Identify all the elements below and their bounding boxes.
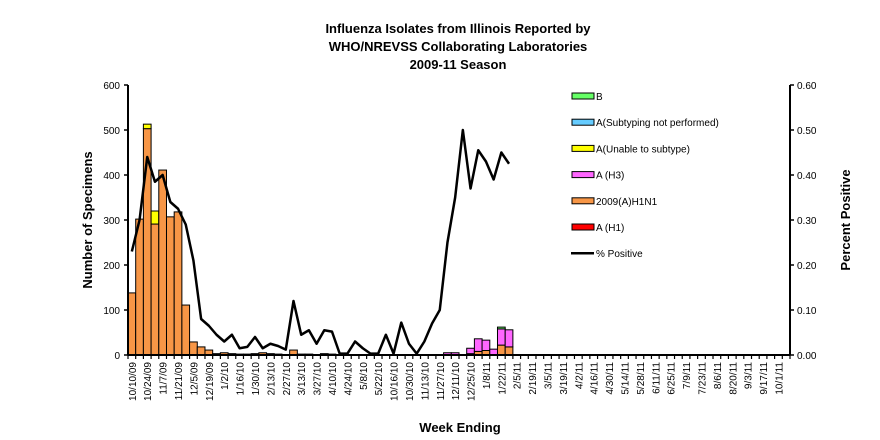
x-tick-label: 1/22/11	[497, 362, 508, 395]
x-tick-label: 2/13/10	[266, 362, 277, 396]
bar-segment	[165, 216, 175, 356]
x-tick-label: 7/9/11	[682, 362, 693, 389]
x-tick-label: 11/27/10	[436, 362, 447, 401]
bar-segment	[504, 329, 514, 348]
y2-tick-label: 0.20	[797, 261, 817, 272]
legend-swatch	[571, 171, 595, 179]
y-tick-label: 0	[114, 351, 120, 362]
x-tick-label: 3/13/10	[297, 362, 308, 396]
y2-tick-label: 0.50	[797, 126, 817, 137]
chart-title-line-3: 2009-11 Season	[410, 57, 507, 72]
x-tick-label: 5/14/11	[621, 362, 632, 395]
x-tick-label: 10/10/09	[128, 362, 139, 401]
x-tick-label: 6/11/11	[651, 362, 662, 394]
bar-segment	[189, 341, 198, 356]
y-tick-label: 300	[103, 216, 120, 227]
y2-tick-label: 0.30	[797, 216, 817, 227]
x-tick-label: 7/23/11	[697, 362, 708, 395]
y-tick-label: 500	[103, 126, 120, 137]
legend-label: A (H3)	[596, 171, 624, 182]
x-tick-label: 12/19/09	[205, 362, 216, 401]
x-tick-label: 10/30/10	[405, 362, 416, 401]
x-tick-label: 2/19/11	[528, 362, 539, 395]
bar-segment	[135, 218, 144, 356]
x-tick-label: 2/27/10	[282, 362, 293, 396]
legend-swatch	[571, 223, 595, 231]
y2-tick-label: 0.60	[797, 81, 817, 92]
y2-tick-label: 0.00	[797, 351, 817, 362]
x-axis-label: Week Ending	[419, 420, 500, 435]
bar-segment	[496, 344, 506, 356]
legend-swatch	[571, 92, 595, 100]
legend-label: 2009(A)H1N1	[596, 197, 658, 208]
x-tick-label: 10/16/10	[390, 362, 401, 401]
chart-title-line-2: WHO/NREVSS Collaborating Laboratories	[329, 39, 588, 54]
y2-axis-label: Percent Positive	[838, 169, 853, 270]
legend-label: A(Unable to subtype)	[596, 144, 690, 155]
x-tick-label: 8/6/11	[713, 362, 724, 389]
x-tick-label: 4/2/11	[574, 362, 585, 389]
legend-swatch	[571, 118, 595, 126]
bar-segment	[473, 338, 483, 352]
x-tick-label: 10/24/09	[143, 362, 154, 401]
x-tick-label: 8/20/11	[728, 362, 739, 395]
x-tick-label: 11/7/09	[159, 362, 170, 395]
bar-segment	[150, 210, 160, 225]
x-tick-label: 10/1/11	[774, 362, 785, 395]
x-tick-label: 5/22/10	[374, 362, 385, 396]
percent-positive-line	[130, 128, 511, 355]
x-tick-label: 2/5/11	[513, 362, 524, 389]
bar-segment	[181, 304, 191, 356]
x-tick-label: 11/13/10	[420, 362, 431, 401]
bar-segment	[173, 211, 183, 356]
y-tick-label: 600	[103, 81, 120, 92]
bar-segment	[158, 169, 167, 356]
x-tick-label: 4/24/10	[343, 362, 354, 396]
legend-swatch	[571, 197, 595, 205]
x-tick-label: 5/28/11	[636, 362, 647, 395]
x-tick-label: 1/16/10	[236, 362, 247, 396]
legend-label: B	[596, 92, 603, 103]
y2-tick-label: 0.40	[797, 171, 817, 182]
chart-title-line-1: Influenza Isolates from Illinois Reporte…	[325, 21, 591, 36]
x-tick-label: 4/30/11	[605, 362, 616, 395]
y-axis-label: Number of Specimens	[80, 151, 95, 288]
x-tick-label: 1/8/11	[482, 362, 493, 389]
bar-segment	[466, 347, 475, 355]
legend-label: A (H1)	[596, 223, 624, 234]
legend-label: A(Subtyping not performed)	[596, 118, 719, 129]
legend: B A(Subtyping not performed) A(Unable to s…	[571, 92, 719, 260]
x-tick-label: 5/8/10	[359, 362, 370, 390]
bar-segment	[127, 292, 137, 356]
x-tick-label: 9/17/11	[759, 362, 770, 395]
x-tick-label: 6/25/11	[667, 362, 678, 395]
bar-segment	[481, 339, 491, 351]
x-tick-label: 1/30/10	[251, 362, 262, 396]
bar-segment	[142, 123, 152, 130]
x-tick-label: 9/3/11	[744, 362, 755, 389]
x-tick-label: 11/21/09	[174, 362, 185, 401]
x-tick-label: 12/25/10	[467, 362, 478, 401]
x-tick-label: 4/16/11	[590, 362, 601, 395]
y-tick-label: 400	[103, 171, 120, 182]
y2-tick-label: 0.10	[797, 306, 817, 317]
x-tick-label: 3/5/11	[544, 362, 555, 389]
bar-segment	[496, 326, 506, 330]
y-tick-label: 100	[103, 306, 120, 317]
x-tick-label: 1/2/10	[220, 362, 231, 390]
bar-segment	[150, 223, 160, 356]
x-tick-label: 3/19/11	[559, 362, 570, 395]
x-tick-label: 12/11/10	[451, 362, 462, 401]
bar-segment	[496, 328, 506, 346]
bar-segment	[504, 346, 514, 356]
bar-segment	[196, 346, 206, 356]
x-tick-label: 12/5/09	[189, 362, 200, 396]
y-tick-label: 200	[103, 261, 120, 272]
legend-label: % Positive	[596, 249, 643, 260]
legend-swatch	[571, 144, 595, 152]
x-tick-label: 4/10/10	[328, 362, 339, 396]
x-tick-label: 3/27/10	[313, 362, 324, 396]
